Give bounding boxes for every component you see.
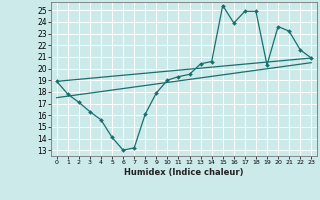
X-axis label: Humidex (Indice chaleur): Humidex (Indice chaleur) [124,168,244,177]
